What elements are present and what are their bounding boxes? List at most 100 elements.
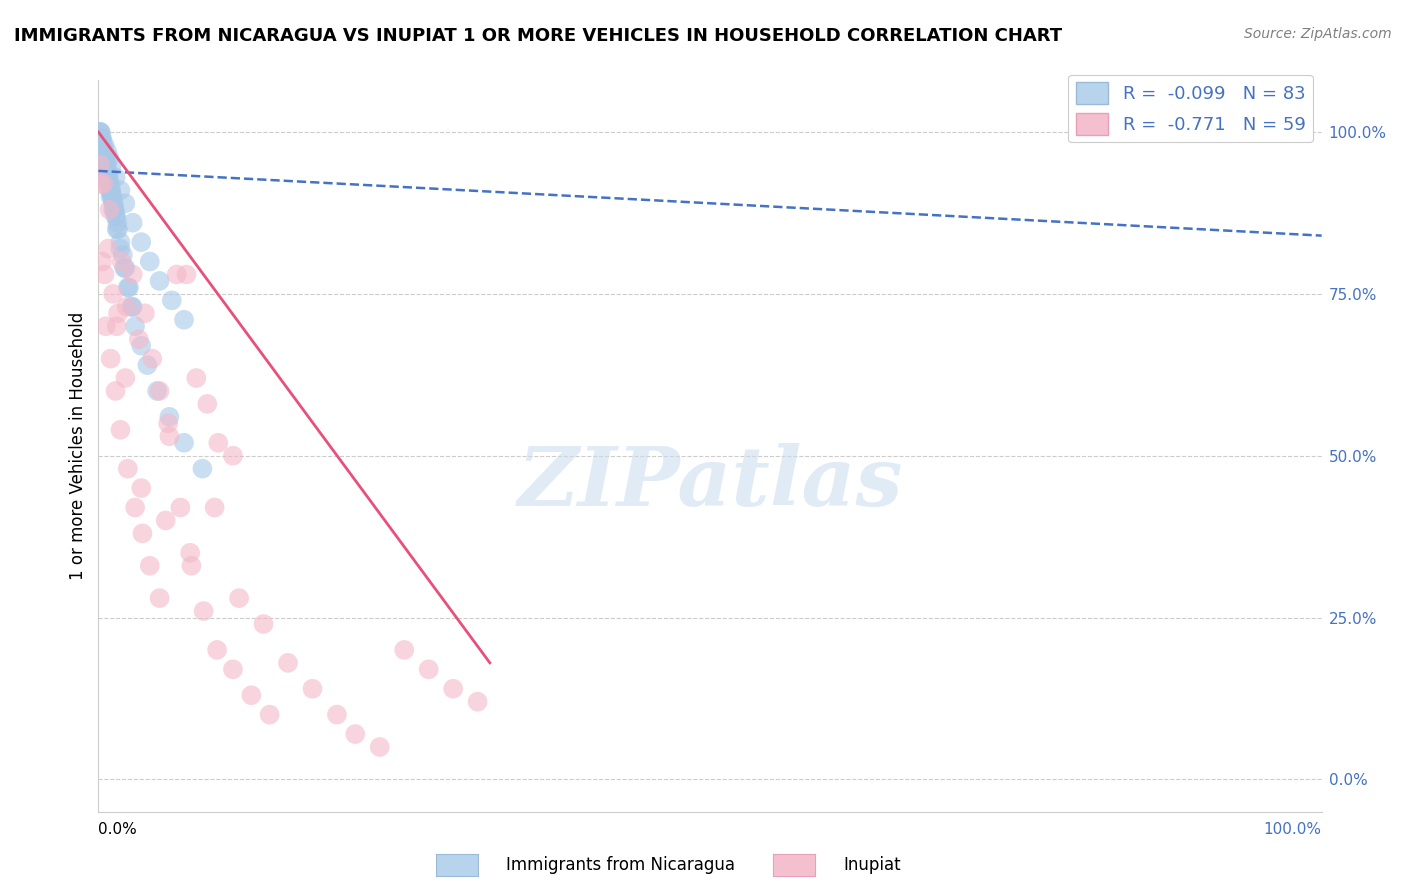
Point: [89, 131, 111, 145]
Point: [93, 138, 115, 153]
Point: [169, 500, 191, 515]
Point: [90, 125, 112, 139]
Point: [204, 500, 226, 515]
Point: [173, 435, 195, 450]
Point: [101, 190, 124, 204]
Point: [100, 190, 122, 204]
Point: [136, 358, 159, 372]
Point: [344, 727, 367, 741]
Point: [173, 312, 195, 326]
Point: [114, 260, 136, 275]
Point: [110, 183, 132, 197]
Point: [166, 268, 188, 282]
Point: [96, 164, 118, 178]
Point: [94, 319, 117, 334]
Point: [149, 384, 172, 398]
Point: [90, 131, 112, 145]
Point: [134, 306, 156, 320]
Point: [104, 209, 127, 223]
Point: [467, 695, 489, 709]
Point: [222, 662, 245, 676]
Point: [89, 125, 111, 139]
Point: [104, 170, 127, 185]
Point: [110, 235, 132, 249]
Text: Inupiat: Inupiat: [844, 856, 901, 874]
Point: [90, 138, 112, 153]
Point: [103, 202, 125, 217]
Point: [129, 481, 152, 495]
Point: [326, 707, 349, 722]
Point: [93, 151, 115, 165]
Point: [104, 384, 127, 398]
Point: [368, 739, 391, 754]
Point: [128, 332, 150, 346]
Point: [114, 196, 136, 211]
Point: [129, 339, 152, 353]
Text: 0.0%: 0.0%: [98, 822, 138, 837]
Point: [97, 177, 120, 191]
Point: [160, 293, 183, 308]
Point: [418, 662, 440, 676]
Point: [121, 300, 143, 314]
Point: [259, 707, 281, 722]
Point: [93, 268, 115, 282]
Point: [107, 306, 129, 320]
Text: 100.0%: 100.0%: [1264, 822, 1322, 837]
Point: [91, 131, 114, 145]
Point: [157, 409, 180, 424]
Point: [100, 183, 122, 197]
Point: [139, 558, 162, 573]
Point: [93, 157, 115, 171]
Point: [120, 300, 142, 314]
Point: [207, 435, 229, 450]
Point: [240, 688, 263, 702]
Point: [149, 274, 172, 288]
Point: [98, 177, 121, 191]
Point: [228, 591, 250, 606]
Point: [97, 170, 120, 185]
Point: [100, 351, 122, 366]
Point: [252, 617, 274, 632]
Point: [100, 183, 122, 197]
Point: [129, 235, 152, 249]
Point: [90, 177, 112, 191]
Point: [97, 242, 120, 256]
Text: Source: ZipAtlas.com: Source: ZipAtlas.com: [1244, 27, 1392, 41]
Point: [96, 157, 118, 171]
Point: [124, 319, 146, 334]
Point: [105, 319, 128, 334]
Point: [111, 248, 134, 262]
Text: Immigrants from Nicaragua: Immigrants from Nicaragua: [506, 856, 735, 874]
Point: [91, 138, 114, 153]
Point: [91, 151, 114, 165]
Point: [90, 131, 112, 145]
Point: [141, 351, 163, 366]
Point: [115, 300, 138, 314]
Point: [193, 604, 215, 618]
Y-axis label: 1 or more Vehicles in Household: 1 or more Vehicles in Household: [69, 312, 87, 580]
Point: [110, 242, 132, 256]
Point: [149, 591, 172, 606]
Point: [157, 429, 180, 443]
Point: [121, 216, 143, 230]
Point: [89, 125, 111, 139]
Point: [155, 513, 177, 527]
Point: [131, 526, 153, 541]
Point: [94, 157, 117, 171]
Point: [176, 268, 198, 282]
Point: [101, 157, 124, 171]
Point: [180, 558, 202, 573]
Point: [114, 371, 136, 385]
Point: [94, 164, 117, 178]
Point: [91, 177, 114, 191]
Point: [139, 254, 162, 268]
Point: [98, 183, 121, 197]
Point: [441, 681, 464, 696]
Point: [103, 196, 125, 211]
Point: [157, 417, 180, 431]
Point: [94, 151, 117, 165]
Point: [205, 643, 228, 657]
Point: [104, 202, 127, 217]
Point: [111, 254, 134, 268]
Point: [91, 145, 114, 159]
